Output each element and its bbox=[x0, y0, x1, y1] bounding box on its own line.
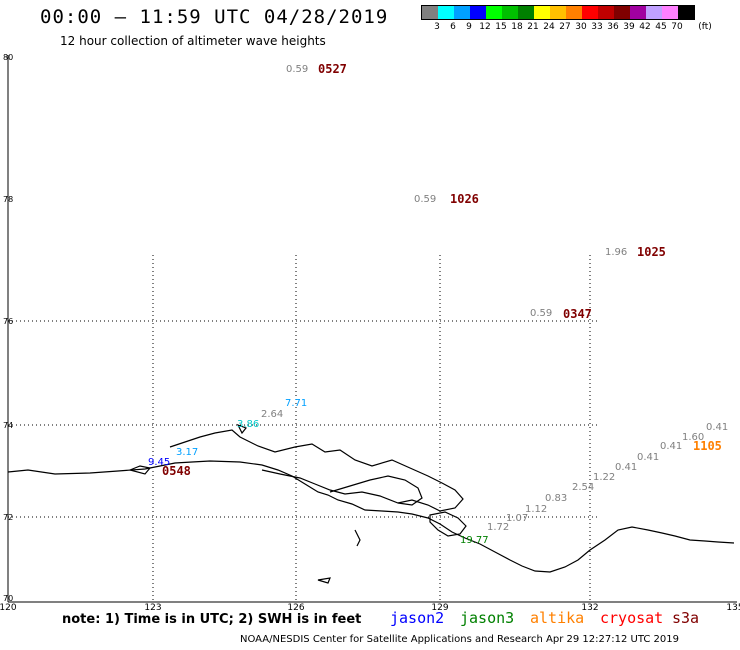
pass-time-label: 1025 bbox=[637, 245, 666, 259]
legend-swatch bbox=[550, 6, 566, 19]
legend-label: 39 bbox=[623, 22, 635, 32]
wave-height-label: 1.60 bbox=[682, 432, 704, 443]
island-small-4 bbox=[236, 423, 247, 435]
legend-swatch bbox=[486, 6, 502, 19]
wave-height-label: 0.41 bbox=[615, 462, 637, 473]
legend-color-bar bbox=[421, 5, 695, 20]
legend-swatch bbox=[566, 6, 582, 19]
satellite-label-jason2: jason2 bbox=[390, 609, 445, 627]
wave-height-label: 1.72 bbox=[487, 522, 509, 533]
legend-swatch bbox=[646, 6, 662, 19]
legend-swatch bbox=[422, 6, 438, 19]
legend-swatch bbox=[582, 6, 598, 19]
island-small-3 bbox=[354, 529, 361, 547]
coastline-delta bbox=[429, 511, 467, 537]
legend-label: 45 bbox=[655, 22, 667, 32]
wave-height-label: 0.59 bbox=[286, 64, 308, 75]
x-tick-label: 120 bbox=[0, 603, 17, 613]
x-tick-label: 129 bbox=[431, 603, 448, 613]
wave-height-legend: 3 6 9 12 15 18 21 24 27 30 33 36 39 42 45 70 (ft) bbox=[421, 5, 712, 32]
wave-height-label: 7.71 bbox=[285, 398, 307, 409]
coastline bbox=[7, 423, 735, 584]
legend-swatch bbox=[614, 6, 630, 19]
y-tick-label: 70 bbox=[3, 594, 13, 603]
wave-height-label: 0.41 bbox=[660, 441, 682, 452]
wave-height-label: 1.12 bbox=[525, 504, 547, 515]
pass-time-label: 1026 bbox=[450, 192, 479, 206]
wave-height-label: 3.17 bbox=[176, 447, 198, 458]
legend-labels: 3 6 9 12 15 18 21 24 27 30 33 36 39 42 45 70 (ft) bbox=[421, 20, 712, 32]
wave-height-label: 1.96 bbox=[605, 247, 627, 258]
wave-height-label: 0.59 bbox=[414, 194, 436, 205]
legend-swatch bbox=[438, 6, 454, 19]
legend-label: 3 bbox=[434, 22, 440, 32]
legend-label: 6 bbox=[450, 22, 456, 32]
y-tick-label: 80 bbox=[3, 53, 13, 62]
wave-height-label: 0.59 bbox=[530, 308, 552, 319]
footer-note: note: 1) Time is in UTC; 2) SWH is in fe… bbox=[62, 612, 362, 627]
legend-unit: (ft) bbox=[698, 22, 712, 32]
legend-swatch bbox=[454, 6, 470, 19]
satellite-label-cryosat: cryosat bbox=[600, 609, 664, 627]
coastline-bay bbox=[329, 475, 423, 506]
legend-label: 12 bbox=[479, 22, 491, 32]
wave-height-label: 0.41 bbox=[706, 422, 728, 433]
satellite-label-jason3: jason3 bbox=[460, 609, 515, 627]
map-title: 00:00 – 11:59 UTC 04/28/2019 bbox=[40, 6, 389, 28]
x-tick-label: 135 bbox=[726, 603, 740, 613]
wave-height-label: 0.83 bbox=[545, 493, 567, 504]
legend-swatch bbox=[534, 6, 550, 19]
legend-swatch bbox=[630, 6, 646, 19]
legend-swatch bbox=[598, 6, 614, 19]
wave-height-label: 2.54 bbox=[572, 482, 594, 493]
legend-swatch bbox=[470, 6, 486, 19]
map-subtitle: 12 hour collection of altimeter wave hei… bbox=[60, 34, 326, 48]
y-tick-label: 78 bbox=[3, 195, 13, 204]
satellite-label-s3a: s3a bbox=[672, 609, 700, 627]
x-tick-label: 132 bbox=[581, 603, 598, 613]
wave-height-label: 3.86 bbox=[237, 419, 259, 430]
legend-label: 42 bbox=[639, 22, 651, 32]
pass-time-label: 1105 bbox=[693, 439, 722, 453]
y-tick-label: 76 bbox=[3, 317, 13, 326]
satellite-label-altika: altika bbox=[530, 609, 585, 627]
legend-label: 15 bbox=[495, 22, 507, 32]
wave-height-label: 0.41 bbox=[637, 452, 659, 463]
pass-time-label: 0527 bbox=[318, 62, 347, 76]
island-small-2 bbox=[317, 577, 331, 584]
legend-swatch bbox=[662, 6, 678, 19]
footer-credit: NOAA/NESDIS Center for Satellite Applica… bbox=[240, 634, 679, 645]
y-tick-label: 72 bbox=[3, 513, 13, 522]
y-tick-label: 74 bbox=[3, 421, 13, 430]
pass-time-label: 0347 bbox=[563, 307, 592, 321]
wave-height-label: 1.07 bbox=[506, 513, 528, 524]
x-tick-label: 123 bbox=[144, 603, 161, 613]
legend-label: 36 bbox=[607, 22, 619, 32]
graticule: 120 123 126 129 132 135 80 78 76 74 72 70 bbox=[0, 53, 740, 613]
x-tick-label: 126 bbox=[287, 603, 304, 613]
wave-height-label: 1.22 bbox=[593, 472, 615, 483]
wave-height-label: 9.45 bbox=[148, 457, 170, 468]
legend-label: 27 bbox=[559, 22, 571, 32]
pass-time-label: 0548 bbox=[162, 464, 191, 478]
legend-label: 21 bbox=[527, 22, 539, 32]
legend-label: 70 bbox=[671, 22, 683, 32]
wave-height-label: 19.77 bbox=[460, 535, 489, 546]
legend-swatch bbox=[678, 6, 694, 19]
legend-label: 18 bbox=[511, 22, 523, 32]
coastline-mainland bbox=[7, 460, 735, 573]
island-small-1 bbox=[128, 465, 152, 475]
legend-label: 33 bbox=[591, 22, 603, 32]
wave-labels: 0.59 0.59 1.96 0.59 7.712.643.86 3.17 9.45 0.41… bbox=[148, 62, 728, 546]
legend-label: 24 bbox=[543, 22, 555, 32]
legend-swatch bbox=[518, 6, 534, 19]
legend-swatch bbox=[502, 6, 518, 19]
coastline-taymyr-north bbox=[169, 429, 464, 512]
legend-label: 9 bbox=[466, 22, 472, 32]
legend-label: 30 bbox=[575, 22, 587, 32]
wave-height-label: 2.64 bbox=[261, 409, 283, 420]
